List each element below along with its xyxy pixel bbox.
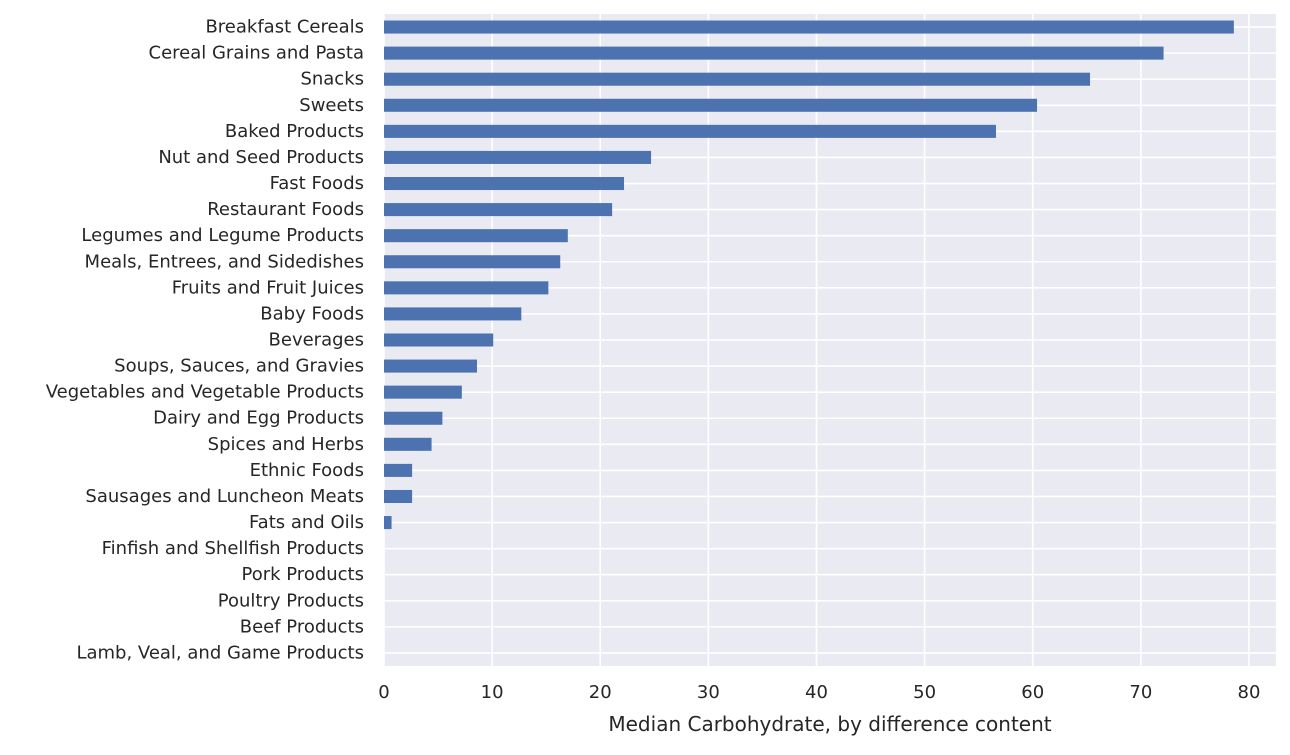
bar	[384, 229, 568, 243]
y-tick-label: Cereal Grains and Pasta	[149, 43, 365, 64]
y-tick-label: Legumes and Legume Products	[81, 225, 364, 246]
x-axis-label: Median Carbohydrate, by difference conte…	[608, 712, 1051, 736]
bar	[384, 307, 522, 321]
bar	[384, 177, 625, 191]
x-tick-labels: 0 10 20 30 40 50 60 70 80	[378, 682, 1260, 703]
bar	[384, 124, 996, 138]
bar	[384, 385, 462, 399]
y-tick-label: Sweets	[299, 95, 364, 116]
y-tick-label: Fast Foods	[270, 173, 364, 194]
y-tick-label: Meals, Entrees, and Sidedishes	[85, 251, 364, 272]
bar	[384, 359, 477, 373]
y-tick-label: Dairy and Egg Products	[153, 408, 364, 429]
y-tick-label: Finfish and Shellfish Products	[102, 538, 364, 559]
y-tick-label: Snacks	[300, 69, 364, 90]
y-tick-label: Fruits and Fruit Juices	[172, 277, 364, 298]
x-tick-label: 0	[378, 682, 389, 703]
y-tick-labels: Breakfast Cereals Cereal Grains and Pasta…	[46, 17, 364, 664]
bars	[384, 20, 1234, 530]
bar	[384, 333, 494, 347]
bar	[384, 489, 413, 503]
bar	[384, 150, 652, 164]
x-tick-label: 30	[697, 682, 720, 703]
y-tick-label: Ethnic Foods	[250, 460, 364, 481]
bar	[384, 20, 1234, 34]
y-tick-label: Soups, Sauces, and Gravies	[114, 356, 364, 377]
x-tick-label: 20	[589, 682, 612, 703]
y-tick-label: Spices and Herbs	[208, 434, 364, 455]
y-tick-label: Beverages	[269, 330, 364, 351]
bar	[384, 46, 1164, 60]
bar	[384, 516, 392, 530]
x-tick-label: 10	[481, 682, 504, 703]
bar	[384, 255, 561, 269]
bar	[384, 98, 1038, 112]
y-tick-label: Baked Products	[225, 121, 364, 142]
bar	[384, 437, 432, 451]
x-tick-label: 50	[913, 682, 936, 703]
bar	[384, 72, 1091, 86]
bar	[384, 411, 443, 425]
y-tick-label: Poultry Products	[218, 590, 364, 611]
x-tick-label: 60	[1021, 682, 1044, 703]
bar	[384, 463, 413, 477]
bar	[384, 203, 613, 217]
y-tick-label: Nut and Seed Products	[158, 147, 364, 168]
x-tick-label: 80	[1238, 682, 1261, 703]
y-tick-label: Pork Products	[242, 564, 365, 585]
x-tick-label: 40	[805, 682, 828, 703]
y-tick-label: Restaurant Foods	[207, 199, 364, 220]
y-tick-label: Sausages and Luncheon Meats	[85, 486, 364, 507]
y-tick-label: Baby Foods	[260, 303, 364, 324]
x-tick-label: 70	[1129, 682, 1152, 703]
y-tick-label: Beef Products	[240, 616, 364, 637]
y-tick-label: Lamb, Veal, and Game Products	[76, 642, 364, 663]
y-tick-label: Breakfast Cereals	[205, 17, 364, 38]
y-tick-label: Fats and Oils	[249, 512, 364, 533]
bar	[384, 281, 549, 295]
y-tick-label: Vegetables and Vegetable Products	[46, 382, 364, 403]
